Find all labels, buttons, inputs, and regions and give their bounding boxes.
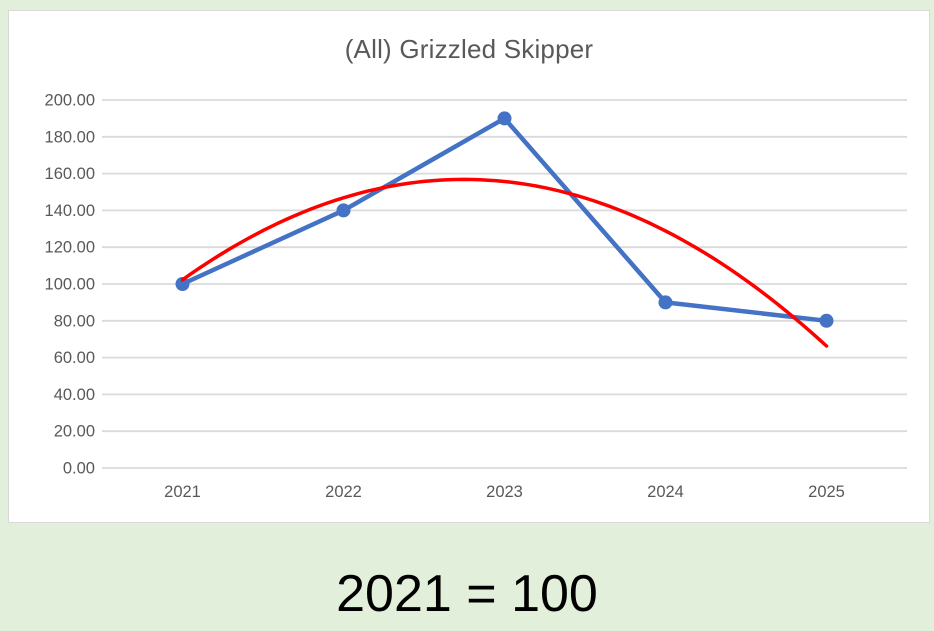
x-tick-label: 2025 (808, 483, 845, 501)
chart-card[interactable]: 0.00 20.00 40.00 60.00 80.00 100.00 120.00 140.… (8, 10, 930, 523)
trendline (180, 177, 829, 348)
data-point-marker (497, 111, 512, 126)
y-tick-label: 20.00 (54, 423, 95, 441)
y-tick-label: 0.00 (63, 460, 95, 478)
line-chart-plot: 0.00 20.00 40.00 60.00 80.00 100.00 120.00 140.… (45, 92, 907, 501)
y-tick-label: 40.00 (54, 386, 95, 404)
y-tick-label: 60.00 (54, 349, 95, 367)
y-tick-label: 200.00 (45, 92, 95, 110)
y-tick-label: 80.00 (54, 312, 95, 330)
x-tick-label: 2023 (486, 483, 523, 501)
caption-index-base: 2021 = 100 (336, 565, 598, 623)
y-tick-label: 140.00 (45, 202, 95, 220)
data-point-marker (336, 203, 351, 218)
y-tick-label: 160.00 (45, 165, 95, 183)
y-tick-label: 120.00 (45, 239, 95, 257)
series-line (180, 116, 829, 324)
y-tick-label: 180.00 (45, 128, 95, 146)
data-point-marker (819, 313, 834, 328)
data-point-marker (175, 277, 190, 291)
data-point-marker (658, 295, 673, 310)
x-tick-label: 2024 (647, 483, 684, 501)
x-tick-label: 2021 (164, 483, 201, 501)
x-tick-label: 2022 (325, 483, 362, 501)
y-tick-label: 100.00 (45, 276, 95, 294)
chart-title: (All) Grizzled Skipper (344, 34, 594, 64)
